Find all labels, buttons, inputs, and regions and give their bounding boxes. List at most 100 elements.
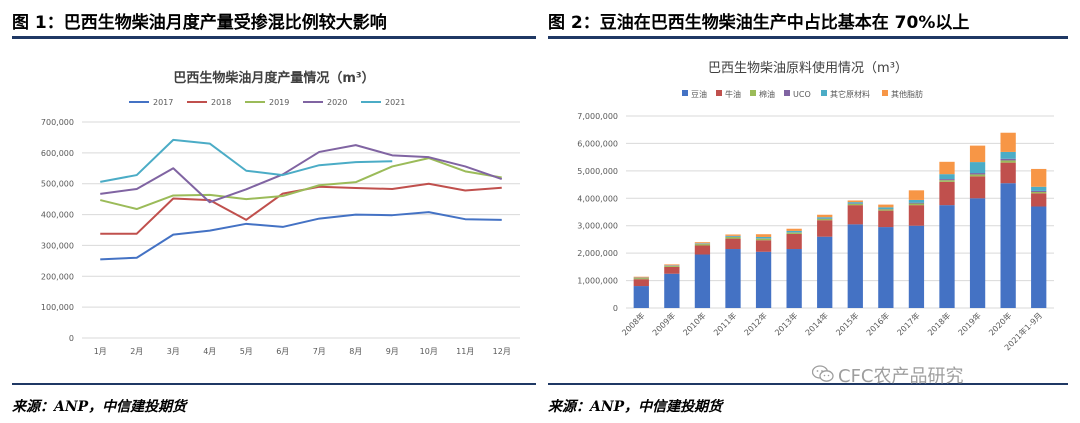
bar-segment-其它原材料 bbox=[878, 207, 894, 209]
bar-segment-豆油 bbox=[1031, 206, 1047, 308]
bar-segment-棉油 bbox=[633, 278, 649, 280]
legend-label: 其它原材料 bbox=[830, 89, 870, 99]
bar-segment-其他脂肪 bbox=[1000, 132, 1016, 152]
right-title-rule bbox=[548, 36, 1068, 39]
y-tick-label: 6,000,000 bbox=[577, 139, 618, 148]
bar-chart-legend: 豆油 牛油 棉油 UCO 其它原材料 其他脂肪 bbox=[682, 89, 923, 99]
bar-segment-其他脂肪 bbox=[1031, 168, 1047, 187]
x-tick-label: 2008年 bbox=[620, 310, 647, 337]
bar-segment-其它原材料 bbox=[694, 243, 711, 244]
bar-segment-豆油 bbox=[633, 286, 649, 308]
bar-segment-其他脂肪 bbox=[725, 234, 741, 236]
wechat-icon bbox=[812, 365, 834, 382]
bar-segment-其它原材料 bbox=[908, 199, 925, 203]
left-title-rule bbox=[12, 36, 536, 39]
line-chart-grid bbox=[82, 121, 520, 339]
bar-segment-其他脂肪 bbox=[878, 204, 894, 208]
bar-segment-豆油 bbox=[847, 224, 863, 308]
bar-segment-UCO bbox=[969, 173, 986, 175]
bar-segment-其它原材料 bbox=[1000, 151, 1016, 159]
bar-segment-豆油 bbox=[755, 251, 772, 308]
bar-segment-其他脂肪 bbox=[969, 145, 986, 163]
line-chart-y-axis: 0 100,000 200,000 300,000 400,000 500,000 600,… bbox=[41, 118, 74, 343]
x-tick-label: 11月 bbox=[456, 347, 474, 356]
bar-segment-棉油 bbox=[1031, 191, 1047, 194]
x-tick-label: 1月 bbox=[94, 347, 107, 356]
bar-segment-棉油 bbox=[847, 203, 863, 206]
x-tick-label: 6月 bbox=[276, 347, 289, 356]
bar-segment-豆油 bbox=[725, 249, 741, 308]
x-tick-label: 2017年 bbox=[895, 310, 922, 337]
bar-segment-其他脂肪 bbox=[633, 276, 649, 278]
y-tick-label: 600,000 bbox=[41, 149, 74, 158]
bar-segment-牛油 bbox=[908, 205, 925, 226]
line-chart-x-axis: 1月 2月 3月 4月 5月 6月 7月 8月 9月 10月 11月 12月 bbox=[94, 347, 511, 356]
bar-segment-棉油 bbox=[908, 203, 925, 206]
series-line-2019 bbox=[100, 157, 502, 211]
series-line-2017 bbox=[100, 211, 502, 261]
legend-label: 2020 bbox=[327, 98, 347, 107]
x-tick-label: 2018年 bbox=[925, 310, 952, 337]
y-tick-label: 200,000 bbox=[41, 272, 74, 281]
x-tick-label: 3月 bbox=[167, 347, 180, 356]
x-tick-label: 2014年 bbox=[803, 310, 830, 337]
bar-segment-棉油 bbox=[694, 244, 711, 246]
y-tick-label: 2,000,000 bbox=[577, 249, 618, 258]
bar-segment-棉油 bbox=[725, 236, 741, 239]
watermark-text: CFC农产品研究 bbox=[838, 366, 964, 387]
bar-segment-UCO bbox=[1000, 158, 1016, 161]
y-tick-label: 700,000 bbox=[41, 118, 74, 127]
x-tick-label: 2019年 bbox=[956, 310, 983, 337]
legend-label: 其他脂肪 bbox=[891, 89, 923, 99]
bar-segment-牛油 bbox=[847, 205, 863, 225]
bar-segment-牛油 bbox=[1000, 162, 1016, 184]
y-tick-label: 400,000 bbox=[41, 211, 74, 220]
bar-segment-棉油 bbox=[969, 174, 986, 177]
bar-segment-其他脂肪 bbox=[694, 242, 711, 244]
bar-segment-牛油 bbox=[725, 238, 741, 250]
right-bottom-rule bbox=[548, 383, 1068, 385]
bar-segment-棉油 bbox=[878, 209, 894, 211]
left-panel-title: 图 1：巴西生物柴油月度产量受掺混比例较大影响 bbox=[12, 13, 387, 33]
bar-segment-棉油 bbox=[939, 180, 955, 182]
x-tick-label: 2020年 bbox=[986, 310, 1013, 337]
y-tick-label: 0 bbox=[69, 334, 74, 343]
bar-segment-棉油 bbox=[817, 218, 833, 221]
bar-segment-其它原材料 bbox=[1031, 186, 1047, 191]
bar-segment-牛油 bbox=[755, 240, 772, 252]
y-tick-label: 3,000,000 bbox=[577, 222, 618, 231]
x-tick-label: 8月 bbox=[349, 347, 362, 356]
legend-label: UCO bbox=[793, 90, 811, 99]
bar-chart-x-axis: 2008年 2009年 2010年 2011年 2012年 2013年 2014年 2015年… bbox=[620, 310, 1045, 352]
left-bottom-rule bbox=[12, 383, 536, 385]
x-tick-label: 2016年 bbox=[864, 310, 891, 337]
series-line-2021 bbox=[100, 138, 393, 183]
series-line-2020 bbox=[100, 144, 503, 204]
legend-label: 豆油 bbox=[691, 89, 707, 99]
bar-segment-棉油 bbox=[664, 265, 680, 267]
y-tick-label: 7,000,000 bbox=[577, 112, 618, 121]
x-tick-label: 2015年 bbox=[834, 310, 861, 337]
bar-segment-牛油 bbox=[817, 220, 833, 237]
line-chart-title: 巴西生物柴油月度产量情况（m³） bbox=[173, 70, 374, 86]
y-tick-label: 0 bbox=[613, 304, 618, 313]
bar-segment-棉油 bbox=[786, 232, 802, 234]
bar-segment-其它原材料 bbox=[969, 162, 986, 174]
x-tick-label: 2009年 bbox=[650, 310, 677, 337]
bar-segment-棉油 bbox=[755, 238, 772, 241]
bar-chart-title: 巴西生物柴油原料使用情况（m³） bbox=[708, 60, 908, 76]
x-tick-label: 2011年 bbox=[711, 310, 738, 337]
bar-segment-豆油 bbox=[817, 236, 833, 308]
y-tick-label: 100,000 bbox=[41, 303, 74, 312]
legend-swatch bbox=[716, 90, 722, 96]
bar-segment-牛油 bbox=[878, 210, 894, 228]
x-tick-label: 2010年 bbox=[681, 310, 708, 337]
bar-segment-其它原材料 bbox=[939, 174, 955, 180]
bar-segment-豆油 bbox=[908, 225, 925, 308]
bar-segment-其他脂肪 bbox=[817, 214, 833, 218]
legend-label: 2017 bbox=[153, 98, 173, 107]
bar-segment-其它原材料 bbox=[817, 217, 833, 219]
bar-segment-豆油 bbox=[878, 227, 894, 308]
x-tick-label: 9月 bbox=[386, 347, 399, 356]
legend-swatch bbox=[882, 90, 888, 96]
